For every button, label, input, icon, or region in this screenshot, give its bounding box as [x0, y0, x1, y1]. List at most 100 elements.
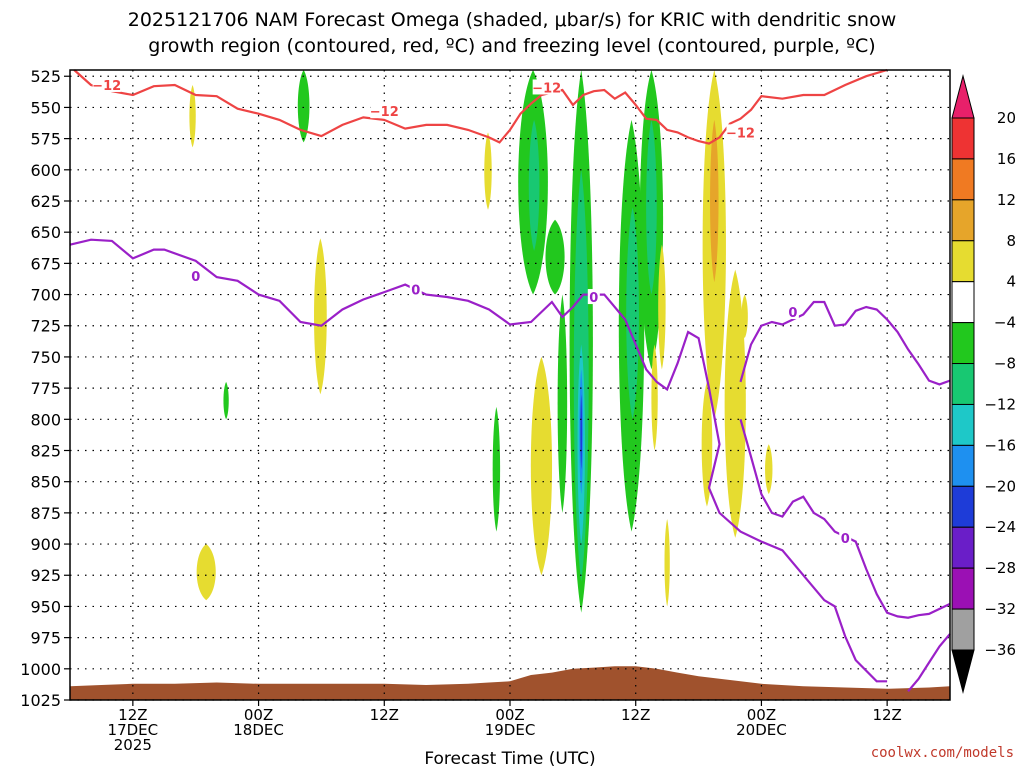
- x-tick-label-18-1: 18DEC: [233, 721, 284, 739]
- freezing-contour-label-2: 0: [589, 291, 598, 306]
- dgz-contour-line: [73, 68, 888, 145]
- dgz-contour-label-3: −12: [726, 126, 755, 141]
- omega-shade-region-11: [557, 294, 568, 513]
- dgz-contour-label-bg-2: [532, 79, 561, 95]
- omega-shade-region-21: [658, 244, 666, 370]
- y-tick-label-875: 875: [30, 504, 61, 523]
- colorbar-label-1: 16: [997, 150, 1016, 168]
- y-tick-label-650: 650: [30, 223, 61, 242]
- colorbar-label-4: 4: [1006, 273, 1016, 291]
- colorbar-segment-8: [951, 403, 975, 446]
- colorbar-segment-10: [951, 485, 975, 528]
- x-tick-label-78-0: 12Z: [872, 706, 901, 724]
- y-tick-label-975: 975: [30, 629, 61, 648]
- x-tick-label-42-0: 00Z: [495, 706, 524, 724]
- colorbar-segment-11: [951, 526, 975, 569]
- dgz-contour-label-bg-0: [92, 76, 121, 92]
- colorbar-label-12: −32: [984, 600, 1016, 618]
- freezing-contour-label-bg-3: [786, 304, 799, 320]
- x-tick-label-18-0: 00Z: [244, 706, 273, 724]
- colorbar-label-9: −20: [984, 477, 1016, 495]
- grid-layer: [70, 70, 950, 701]
- omega-shade-region-20: [646, 119, 657, 295]
- colorbar-segment-2: [951, 158, 975, 201]
- terrain-fill: [70, 666, 950, 700]
- x-tick-label-6-0: 12Z: [118, 706, 147, 724]
- y-tick-label-725: 725: [30, 317, 61, 336]
- x-tick-label-66-0: 00Z: [747, 706, 776, 724]
- y-tick-label-600: 600: [30, 161, 61, 180]
- dgz-contour-label-2: −12: [532, 81, 561, 96]
- x-tick-label-6-2: 2025: [114, 736, 152, 754]
- colorbar-bottom-triangle: [951, 649, 975, 694]
- colorbar-label-10: −24: [984, 518, 1016, 536]
- x-tick-label-66-1: 20DEC: [736, 721, 787, 739]
- x-tick-label-54-0: 12Z: [621, 706, 650, 724]
- colorbar-segment-13: [951, 608, 975, 651]
- omega-shading-layer: [189, 70, 773, 613]
- freezing-contour-label-bg-2: [587, 289, 600, 305]
- y-tick-label-675: 675: [30, 254, 61, 273]
- y-tick-label-900: 900: [30, 535, 61, 554]
- colorbar-segment-4: [951, 240, 975, 283]
- y-tick-label-925: 925: [30, 566, 61, 585]
- freezing-contour-lower: [739, 419, 951, 619]
- y-tick-label-575: 575: [30, 130, 61, 149]
- freezing-contour-label-bg-0: [189, 267, 202, 283]
- y-tick-label-800: 800: [30, 410, 61, 429]
- omega-shade-region-23: [664, 519, 670, 607]
- chart-title-line-1: 2025121706 NAM Forecast Omega (shaded, μ…: [128, 9, 897, 31]
- freezing-contour-label-bg-1: [409, 281, 422, 297]
- y-tick-label-825: 825: [30, 441, 61, 460]
- omega-shade-region-1: [314, 238, 327, 395]
- colorbar-label-6: −8: [994, 355, 1016, 373]
- freezing-contour-tail: [907, 633, 951, 693]
- omega-shade-region-26: [701, 381, 713, 507]
- colorbar-label-11: −28: [984, 559, 1016, 577]
- y-tick-label-1025: 1025: [20, 691, 61, 710]
- freezing-contour-label-0: 0: [191, 270, 200, 285]
- colorbar-label-7: −12: [984, 395, 1016, 413]
- colorbar-segment-6: [951, 322, 975, 365]
- omega-shade-region-25: [710, 119, 719, 283]
- omega-shade-region-6: [492, 406, 501, 532]
- omega-shade-region-28: [765, 444, 773, 495]
- freezing-contour-label-4: 0: [841, 532, 850, 547]
- x-axis-label: Forecast Time (UTC): [424, 749, 595, 768]
- y-tick-label-525: 525: [30, 67, 61, 86]
- omega-shade-region-22: [651, 344, 658, 451]
- y-tick-label-950: 950: [30, 597, 61, 616]
- y-tick-label-625: 625: [30, 192, 61, 211]
- colorbar-label-0: 20: [997, 109, 1016, 127]
- colorbar-segment-9: [951, 444, 975, 487]
- y-tick-label-775: 775: [30, 379, 61, 398]
- dgz-contour-label-0: −12: [92, 79, 121, 94]
- omega-shade-region-2: [196, 544, 216, 601]
- x-tick-label-42-1: 19DEC: [485, 721, 536, 739]
- y-tick-label-850: 850: [30, 473, 61, 492]
- omega-shade-region-0: [189, 84, 196, 148]
- freezing-contour-label-3: 0: [788, 306, 797, 321]
- credit-text: coolwx.com/models: [871, 745, 1014, 761]
- freezing-contour-label-bg-4: [839, 529, 852, 545]
- omega-shade-region-8: [528, 119, 540, 251]
- colorbar-label-8: −16: [984, 436, 1016, 454]
- y-tick-label-700: 700: [30, 286, 61, 305]
- colorbar-label-3: 8: [1006, 232, 1016, 250]
- colorbar-segment-1: [951, 117, 975, 160]
- dgz-contour-label-bg-3: [726, 124, 755, 140]
- y-tick-label-1000: 1000: [20, 660, 61, 679]
- colorbar-top-triangle: [951, 74, 975, 119]
- dgz-contour-label-bg-1: [370, 103, 399, 119]
- colorbar-segment-3: [951, 199, 975, 242]
- omega-shade-region-10: [530, 356, 553, 576]
- omega-shade-region-18: [626, 207, 639, 420]
- y-tick-label-550: 550: [30, 98, 61, 117]
- freezing-contour-upper: [69, 238, 888, 683]
- colorbar-segment-7: [951, 363, 975, 405]
- dgz-contour-label-1: −12: [370, 105, 399, 120]
- y-axis: 525 550 575 600 625 650 675 700 725 750 775 800 825 8…: [20, 67, 70, 710]
- freezing-contour-label-1: 0: [411, 284, 420, 299]
- omega-shade-region-4: [297, 70, 310, 143]
